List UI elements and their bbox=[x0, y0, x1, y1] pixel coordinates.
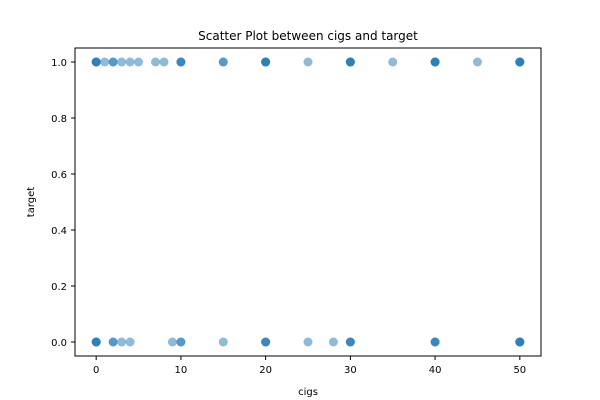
y-tick-label: 0.6 bbox=[51, 170, 67, 181]
y-tick-label: 0.4 bbox=[51, 226, 67, 237]
data-point bbox=[159, 57, 169, 67]
plot-area-frame bbox=[74, 47, 542, 357]
data-point bbox=[176, 337, 186, 347]
data-point bbox=[100, 57, 110, 67]
data-point bbox=[218, 57, 228, 67]
data-point bbox=[303, 57, 313, 67]
data-point bbox=[108, 337, 118, 347]
y-tick-label: 0.8 bbox=[51, 114, 67, 125]
data-point bbox=[134, 57, 144, 67]
data-point bbox=[328, 337, 338, 347]
x-axis-ticks: 0 10 20 30 40 50 bbox=[93, 356, 526, 376]
data-point bbox=[303, 337, 313, 347]
chart-title: Scatter Plot between cigs and target bbox=[198, 29, 418, 43]
data-point bbox=[261, 57, 271, 67]
x-tick-label: 50 bbox=[513, 365, 526, 376]
data-point bbox=[91, 337, 101, 347]
x-tick-label: 30 bbox=[344, 365, 357, 376]
y-tick-label: 0.0 bbox=[51, 338, 67, 349]
data-point bbox=[150, 57, 160, 67]
data-point bbox=[515, 57, 525, 67]
data-point bbox=[117, 57, 127, 67]
data-point bbox=[430, 337, 440, 347]
data-point bbox=[125, 57, 135, 67]
data-point bbox=[218, 337, 228, 347]
data-point bbox=[515, 337, 525, 347]
x-tick-label: 10 bbox=[175, 365, 188, 376]
data-points bbox=[91, 57, 525, 347]
data-point bbox=[117, 337, 127, 347]
data-point bbox=[176, 57, 186, 67]
x-tick-label: 20 bbox=[259, 365, 272, 376]
data-point bbox=[91, 57, 101, 67]
x-tick-label: 0 bbox=[93, 365, 99, 376]
data-point bbox=[388, 57, 398, 67]
y-axis-label: target bbox=[26, 187, 37, 217]
data-point bbox=[430, 57, 440, 67]
y-tick-label: 0.2 bbox=[51, 282, 67, 293]
data-point bbox=[345, 337, 355, 347]
x-tick-label: 40 bbox=[429, 365, 442, 376]
data-point bbox=[167, 337, 177, 347]
data-point bbox=[345, 57, 355, 67]
y-axis-ticks: 0.0 0.2 0.4 0.6 0.8 1.0 bbox=[51, 58, 75, 349]
data-point bbox=[108, 57, 118, 67]
y-tick-label: 1.0 bbox=[51, 58, 67, 69]
data-point bbox=[261, 337, 271, 347]
x-axis-label: cigs bbox=[298, 387, 318, 398]
data-point bbox=[125, 337, 135, 347]
data-point bbox=[472, 57, 482, 67]
